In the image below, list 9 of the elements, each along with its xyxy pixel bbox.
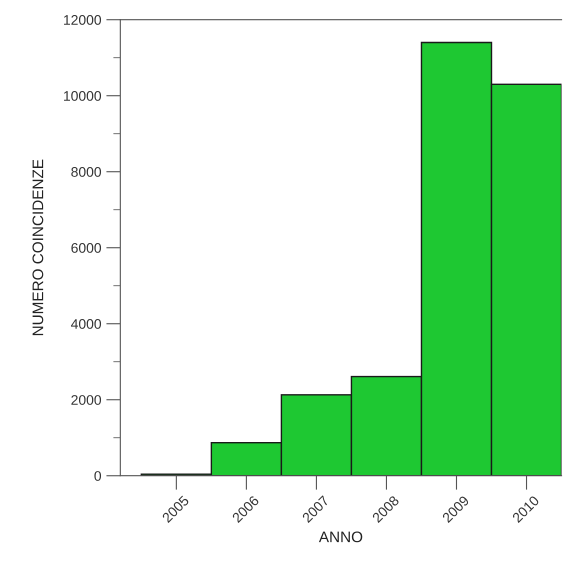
y-tick-label: 0 — [94, 471, 102, 481]
y-tick-label: 10000 — [64, 91, 102, 101]
y-axis-title: NUMERO COINCIDENZE — [32, 160, 44, 336]
y-tick-label: 4000 — [71, 319, 102, 329]
y-tick-label: 12000 — [64, 15, 102, 25]
x-axis-title: ANNO — [318, 531, 362, 542]
y-tick-label: 8000 — [71, 167, 102, 177]
y-tick-label: 6000 — [71, 243, 102, 253]
y-tick-label: 2000 — [71, 395, 102, 405]
